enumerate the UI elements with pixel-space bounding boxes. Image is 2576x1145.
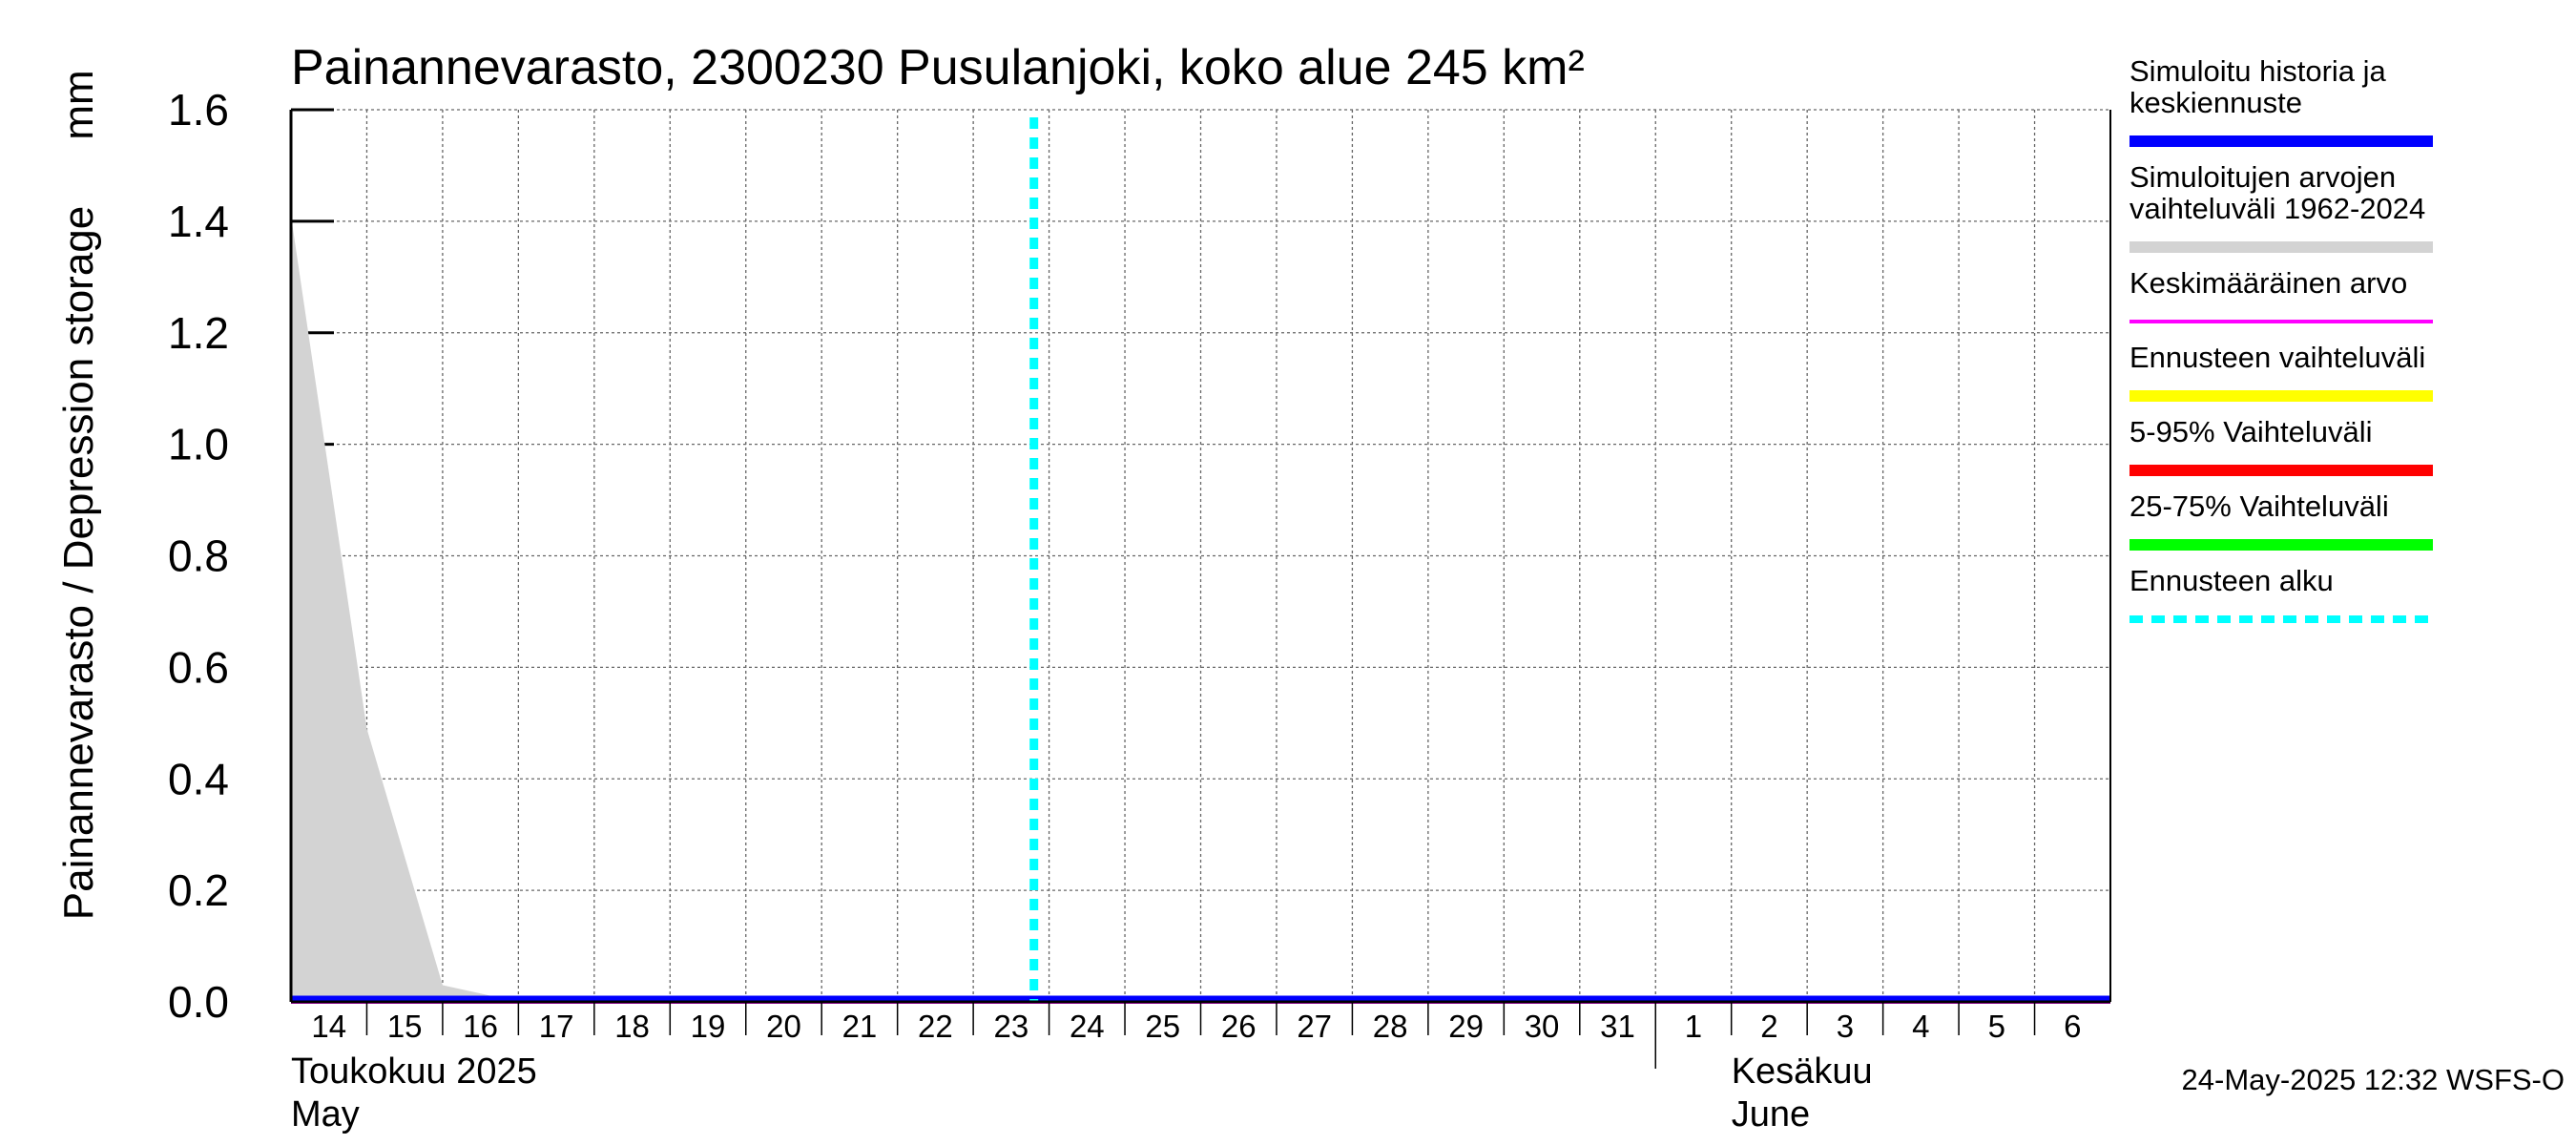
plot-area: 0.00.20.40.60.81.01.21.41.614 15 16 17 18 19 2… [168, 85, 2111, 1135]
y-tick-label: 0.4 [168, 754, 229, 803]
x-tick-label: 30 [1525, 1009, 1560, 1044]
legend-label: Simuloitujen arvojen [2129, 160, 2396, 194]
y-tick-label: 0.8 [168, 531, 229, 581]
y-axis-unit: mm [55, 70, 102, 139]
x-tick-label: 24 [1070, 1009, 1105, 1044]
x-tick-label: 26 [1221, 1009, 1257, 1044]
y-tick-label: 0.6 [168, 642, 229, 692]
x-tick-label: 3 [1837, 1009, 1854, 1044]
x-tick-label: 15 [387, 1009, 423, 1044]
footer-timestamp: 24-May-2025 12:32 WSFS-O [2182, 1063, 2565, 1096]
y-tick-label: 1.4 [168, 197, 229, 246]
y-tick-label: 0.2 [168, 865, 229, 915]
x-tick-label: 18 [614, 1009, 650, 1044]
x-tick-label: 22 [918, 1009, 953, 1044]
x-tick-label: 27 [1297, 1009, 1332, 1044]
x-tick-label: 29 [1448, 1009, 1484, 1044]
y-tick-label: 0.0 [168, 977, 229, 1027]
x-tick-label: 5 [1988, 1009, 2005, 1044]
y-tick-label: 1.0 [168, 420, 229, 469]
x-tick-label: 14 [311, 1009, 346, 1044]
x-tick-label: 16 [463, 1009, 498, 1044]
x-tick-label: 19 [691, 1009, 726, 1044]
legend-label: Simuloitu historia ja [2129, 54, 2387, 88]
x-tick-label: 23 [993, 1009, 1028, 1044]
legend-label: vaihteluväli 1962-2024 [2129, 192, 2425, 225]
month-label-fi: Toukokuu 2025 [291, 1051, 537, 1092]
legend-label: keskiennuste [2129, 86, 2302, 119]
month-label-en: May [291, 1094, 360, 1135]
legend-label: Ennusteen alku [2129, 564, 2334, 597]
x-tick-label: 31 [1600, 1009, 1635, 1044]
x-tick-label: 17 [539, 1009, 574, 1044]
x-tick-label: 20 [766, 1009, 801, 1044]
y-axis-label: Painannevarasto / Depression storage [55, 206, 102, 920]
legend-label: 5-95% Vaihteluväli [2129, 415, 2372, 448]
x-tick-label: 28 [1373, 1009, 1408, 1044]
month-label-fi: Kesäkuu [1732, 1051, 1873, 1092]
x-tick-label: 21 [842, 1009, 878, 1044]
x-tick-label: 1 [1685, 1009, 1702, 1044]
legend-label: Ennusteen vaihteluväli [2129, 341, 2425, 374]
x-tick-label: 2 [1760, 1009, 1777, 1044]
x-tick-label: 6 [2064, 1009, 2081, 1044]
y-tick-label: 1.2 [168, 308, 229, 358]
month-label-en: June [1732, 1094, 1810, 1135]
y-tick-label: 1.6 [168, 85, 229, 135]
legend-label: Keskimääräinen arvo [2129, 266, 2407, 300]
chart-title: Painannevarasto, 2300230 Pusulanjoki, ko… [291, 40, 1585, 95]
x-tick-label: 25 [1145, 1009, 1180, 1044]
x-tick-label: 4 [1912, 1009, 1929, 1044]
legend-label: 25-75% Vaihteluväli [2129, 489, 2389, 523]
